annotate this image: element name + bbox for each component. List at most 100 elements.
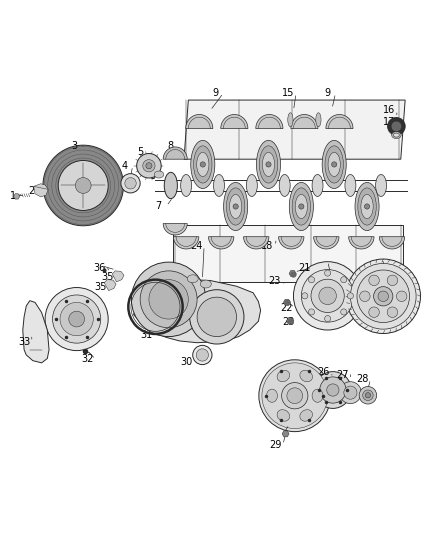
- Ellipse shape: [300, 410, 312, 421]
- Circle shape: [233, 204, 238, 209]
- Circle shape: [346, 259, 420, 334]
- Ellipse shape: [262, 152, 275, 176]
- Circle shape: [301, 270, 354, 322]
- Text: 31: 31: [141, 330, 153, 340]
- Polygon shape: [163, 223, 187, 235]
- Circle shape: [58, 160, 108, 211]
- Text: 21: 21: [298, 263, 311, 273]
- Ellipse shape: [300, 370, 312, 382]
- Ellipse shape: [226, 188, 245, 225]
- Text: 22: 22: [281, 303, 293, 313]
- Circle shape: [325, 270, 331, 276]
- Ellipse shape: [277, 410, 290, 421]
- Text: 5: 5: [137, 147, 143, 157]
- Circle shape: [60, 302, 93, 336]
- Polygon shape: [184, 100, 405, 159]
- Circle shape: [302, 293, 308, 299]
- Text: 25: 25: [269, 373, 281, 383]
- Text: 4: 4: [122, 161, 128, 171]
- Polygon shape: [244, 237, 269, 249]
- Text: 3: 3: [71, 141, 78, 151]
- Circle shape: [137, 154, 161, 178]
- Circle shape: [287, 388, 303, 403]
- Circle shape: [266, 162, 271, 167]
- Text: 15: 15: [282, 88, 294, 98]
- Ellipse shape: [277, 370, 290, 382]
- Circle shape: [359, 386, 377, 404]
- Ellipse shape: [288, 113, 293, 127]
- Polygon shape: [282, 431, 289, 437]
- Text: 9: 9: [212, 88, 219, 98]
- Ellipse shape: [164, 172, 177, 199]
- Circle shape: [341, 277, 347, 283]
- Ellipse shape: [266, 389, 278, 402]
- Polygon shape: [14, 194, 20, 199]
- Polygon shape: [221, 115, 248, 128]
- Ellipse shape: [355, 182, 379, 231]
- Polygon shape: [314, 237, 339, 249]
- Polygon shape: [291, 115, 318, 128]
- Circle shape: [387, 275, 398, 286]
- Polygon shape: [104, 280, 116, 290]
- Circle shape: [200, 162, 205, 167]
- Ellipse shape: [154, 171, 164, 178]
- Ellipse shape: [197, 152, 209, 176]
- Text: 29: 29: [269, 440, 281, 450]
- Circle shape: [357, 270, 410, 322]
- Circle shape: [308, 309, 314, 315]
- Circle shape: [45, 287, 108, 351]
- Polygon shape: [279, 237, 304, 249]
- Circle shape: [311, 279, 344, 312]
- Polygon shape: [34, 184, 48, 197]
- Circle shape: [319, 287, 336, 304]
- Polygon shape: [112, 271, 124, 282]
- Circle shape: [388, 118, 405, 135]
- Text: 24: 24: [190, 241, 202, 251]
- Ellipse shape: [230, 195, 242, 219]
- Ellipse shape: [328, 152, 340, 176]
- Circle shape: [347, 293, 353, 299]
- Polygon shape: [134, 279, 261, 343]
- Ellipse shape: [312, 174, 323, 197]
- Circle shape: [339, 382, 361, 403]
- Circle shape: [369, 275, 379, 286]
- Text: 2: 2: [28, 186, 35, 196]
- Circle shape: [75, 177, 91, 193]
- Circle shape: [396, 291, 407, 302]
- Polygon shape: [379, 237, 405, 249]
- Circle shape: [363, 390, 373, 400]
- Text: 7: 7: [155, 201, 162, 211]
- Circle shape: [299, 204, 304, 209]
- Circle shape: [143, 159, 155, 172]
- Polygon shape: [173, 237, 199, 249]
- Circle shape: [293, 262, 362, 330]
- Circle shape: [327, 384, 339, 396]
- Ellipse shape: [292, 188, 311, 225]
- Text: 17: 17: [383, 117, 395, 127]
- Circle shape: [131, 262, 206, 336]
- Polygon shape: [23, 301, 49, 363]
- Circle shape: [360, 291, 370, 302]
- Circle shape: [350, 263, 416, 329]
- Polygon shape: [289, 270, 296, 277]
- Circle shape: [378, 291, 389, 302]
- Polygon shape: [163, 147, 187, 159]
- Circle shape: [146, 163, 152, 169]
- Polygon shape: [349, 237, 374, 249]
- Circle shape: [196, 349, 208, 361]
- Ellipse shape: [312, 389, 323, 402]
- Text: 30: 30: [180, 357, 192, 367]
- Polygon shape: [326, 115, 353, 128]
- Circle shape: [364, 204, 370, 209]
- Circle shape: [121, 174, 140, 193]
- Text: 32: 32: [81, 354, 94, 365]
- Circle shape: [197, 297, 237, 336]
- Ellipse shape: [191, 140, 215, 189]
- Polygon shape: [256, 115, 283, 128]
- Text: 26: 26: [317, 367, 329, 377]
- Ellipse shape: [246, 174, 257, 197]
- Text: 9: 9: [325, 88, 331, 98]
- Text: 16: 16: [383, 105, 395, 115]
- Circle shape: [149, 280, 188, 319]
- Circle shape: [262, 363, 328, 429]
